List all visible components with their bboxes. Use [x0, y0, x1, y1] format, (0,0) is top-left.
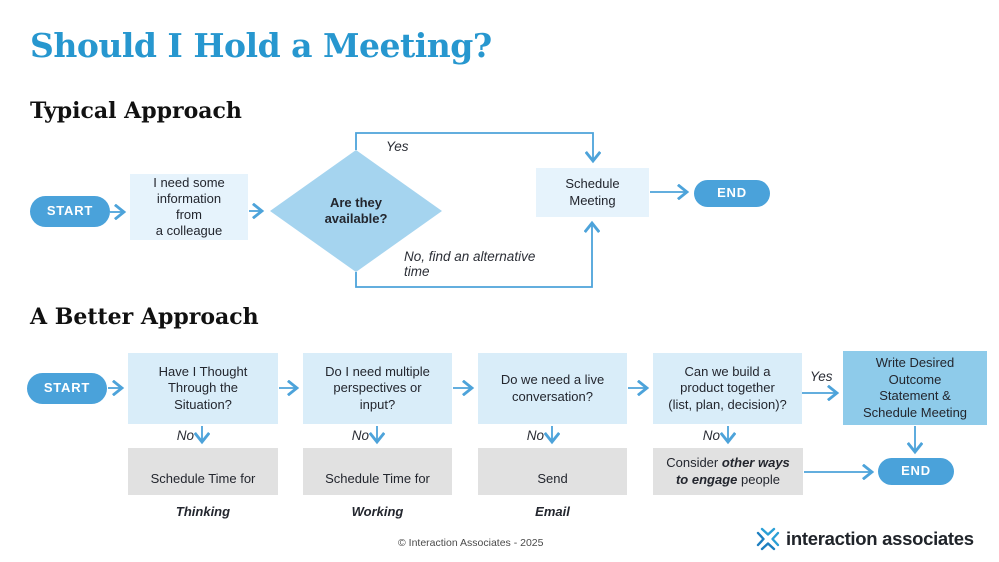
interaction-associates-icon	[756, 527, 780, 551]
schedule-meeting-box: Schedule Meeting	[536, 168, 649, 217]
better-q2-box: Do I need multiple perspectives or input…	[303, 353, 452, 424]
page-title: Should I Hold a Meeting?	[30, 26, 492, 65]
arrow-yes-to-schedule	[355, 132, 593, 160]
alt-engage-bold: other ways to engage	[675, 455, 790, 487]
decision-label: Are they available?	[324, 194, 388, 227]
typical-no-label: No, find an alternative time	[404, 249, 536, 279]
better-no4-label: No	[702, 428, 720, 443]
typical-approach-heading: Typical Approach	[30, 98, 242, 124]
typical-yes-label: Yes	[386, 139, 409, 154]
outcome-box: Write Desired Outcome Statement & Schedu…	[843, 351, 987, 425]
better-no1-label: No	[176, 428, 194, 443]
alt-engage-box: Consider other ways to engage people	[653, 448, 803, 495]
alt-engage-pre: Consider	[666, 455, 722, 470]
better-no3-label: No	[526, 428, 544, 443]
decision-diamond	[270, 150, 442, 272]
better-q3-box: Do we need a live conversation?	[478, 353, 627, 424]
arrow-no-to-schedule	[355, 224, 592, 288]
alt-working-line1: Schedule Time for	[325, 470, 430, 486]
alt-thinking-box: Schedule Time for Thinking	[128, 448, 278, 519]
alt-thinking-line1: Schedule Time for	[150, 470, 256, 486]
alt-email-line2: Email	[535, 503, 570, 519]
better-end-pill: END	[878, 458, 954, 485]
alt-email-box: Send Email	[478, 448, 627, 519]
better-start-pill: START	[27, 373, 107, 404]
alt-engage-text: Consider other ways to engage people	[661, 455, 795, 488]
better-q4-box: Can we build a product together (list, p…	[653, 353, 802, 424]
better-approach-heading: A Better Approach	[30, 304, 259, 330]
copyright-text: © Interaction Associates - 2025	[398, 537, 544, 549]
brand-logo: interaction associates	[755, 526, 974, 552]
typical-start-pill: START	[30, 196, 110, 227]
brand-name: interaction associates	[786, 528, 974, 549]
alt-engage-post: people	[737, 471, 781, 487]
alt-working-line2: Working	[351, 503, 404, 519]
typical-end-pill: END	[694, 180, 770, 207]
better-q1-box: Have I Thought Through the Situation?	[128, 353, 278, 424]
better-yes-label: Yes	[810, 369, 833, 384]
typical-step1-box: I need some information from a colleague	[130, 174, 248, 240]
better-no2-label: No	[351, 428, 369, 443]
alt-thinking-line2: Thinking	[175, 503, 231, 519]
alt-working-box: Schedule Time for Working	[303, 448, 452, 519]
alt-email-line1: Send	[537, 470, 568, 486]
